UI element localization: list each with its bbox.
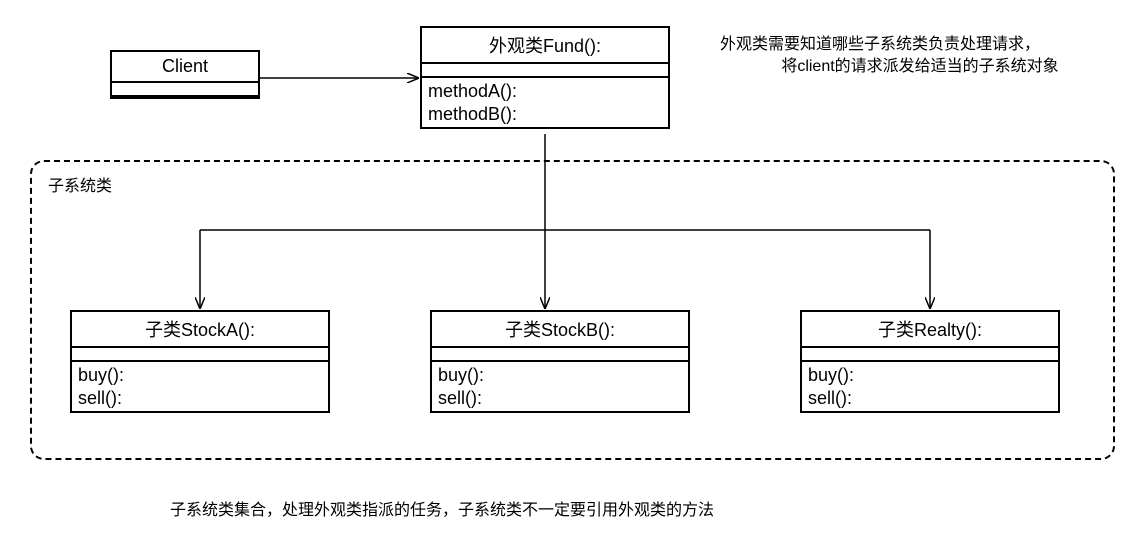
stockb-methods: buy(): sell():	[432, 362, 688, 411]
stockb-method-sell: sell():	[438, 387, 682, 410]
subsystem-annotation: 子系统类集合，处理外观类指派的任务，子系统类不一定要引用外观类的方法	[170, 500, 714, 522]
facade-title: 外观类Fund():	[422, 28, 668, 64]
stocka-attrs	[72, 348, 328, 362]
facade-method-a: methodA():	[428, 80, 662, 103]
realty-method-sell: sell():	[808, 387, 1052, 410]
stockb-title: 子类StockB():	[432, 312, 688, 348]
realty-method-buy: buy():	[808, 364, 1052, 387]
subsystem-group-label: 子系统类	[48, 176, 112, 198]
stocka-method-sell: sell():	[78, 387, 322, 410]
realty-title: 子类Realty():	[802, 312, 1058, 348]
client-attrs	[112, 83, 258, 97]
facade-annotation-line2: 将client的请求派发给适当的子系统对象	[720, 56, 1120, 78]
client-title: Client	[112, 52, 258, 83]
client-class-box: Client	[110, 50, 260, 99]
stocka-methods: buy(): sell():	[72, 362, 328, 411]
facade-attrs	[422, 64, 668, 78]
stocka-method-buy: buy():	[78, 364, 322, 387]
facade-method-b: methodB():	[428, 103, 662, 126]
realty-attrs	[802, 348, 1058, 362]
facade-annotation-line1: 外观类需要知道哪些子系统类负责处理请求，	[720, 34, 1120, 56]
facade-annotation: 外观类需要知道哪些子系统类负责处理请求， 将client的请求派发给适当的子系统…	[720, 34, 1120, 79]
diagram-canvas: 子系统类 Client 外观类Fund(): methodA(): method…	[0, 0, 1130, 548]
stocka-class-box: 子类StockA(): buy(): sell():	[70, 310, 330, 413]
facade-class-box: 外观类Fund(): methodA(): methodB():	[420, 26, 670, 129]
stockb-class-box: 子类StockB(): buy(): sell():	[430, 310, 690, 413]
stockb-attrs	[432, 348, 688, 362]
stockb-method-buy: buy():	[438, 364, 682, 387]
realty-class-box: 子类Realty(): buy(): sell():	[800, 310, 1060, 413]
realty-methods: buy(): sell():	[802, 362, 1058, 411]
stocka-title: 子类StockA():	[72, 312, 328, 348]
facade-methods: methodA(): methodB():	[422, 78, 668, 127]
